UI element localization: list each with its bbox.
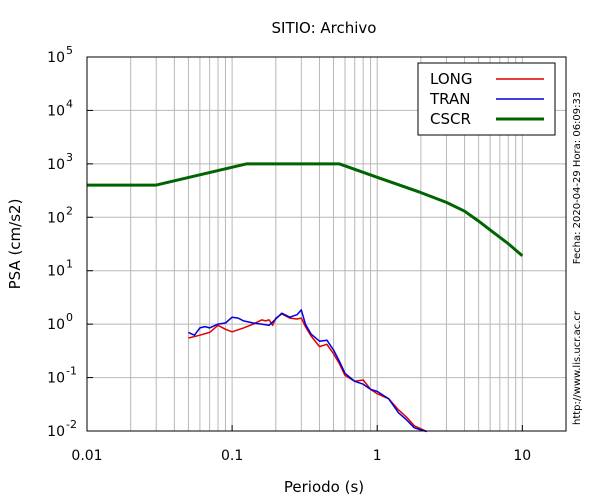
x-tick-label: 10 — [513, 448, 531, 464]
legend: LONG TRAN CSCR — [417, 62, 556, 136]
source-url-annotation: http://www.lis.ucr.ac.cr — [572, 310, 583, 425]
timestamp-annotation: Fecha: 2020-04-29 Hora: 06:09:33 — [572, 92, 583, 265]
y-tick-exponent: 1 — [66, 258, 73, 271]
y-axis-label: PSA (cm/s2) — [6, 199, 24, 290]
plot-series — [87, 162, 524, 433]
legend-label-long: LONG — [430, 70, 472, 88]
chart-title: SITIO: Archivo — [272, 19, 377, 37]
y-tick-label: 10 — [47, 371, 65, 387]
series-line-long — [188, 313, 428, 433]
y-tick-exponent: -1 — [66, 365, 77, 378]
y-tick-exponent: 4 — [66, 97, 73, 110]
y-tick-exponent: -2 — [66, 418, 77, 431]
y-tick-label: 10 — [47, 103, 65, 119]
y-tick-exponent: 3 — [66, 151, 73, 164]
y-tick-label: 10 — [47, 157, 65, 173]
x-tick-label: 0.01 — [71, 448, 102, 464]
legend-label-cscr: CSCR — [430, 110, 471, 128]
grid — [86, 56, 567, 432]
series-line-cscr — [87, 162, 524, 257]
plot-frame — [86, 56, 567, 432]
y-tick-label: 10 — [47, 424, 65, 440]
x-tick-label: 1 — [373, 448, 382, 464]
legend-label-tran: TRAN — [429, 90, 470, 108]
y-tick-label: 10 — [47, 210, 65, 226]
y-tick-label: 10 — [47, 50, 65, 66]
series-line-tran — [188, 309, 428, 433]
y-tick-exponent: 5 — [66, 44, 73, 57]
y-tick-label: 10 — [47, 317, 65, 333]
x-axis-label: Periodo (s) — [284, 478, 364, 496]
x-tick-label: 0.1 — [221, 448, 243, 464]
y-tick-exponent: 0 — [66, 311, 73, 324]
y-tick-exponent: 2 — [66, 204, 73, 217]
y-tick-label: 10 — [47, 264, 65, 280]
